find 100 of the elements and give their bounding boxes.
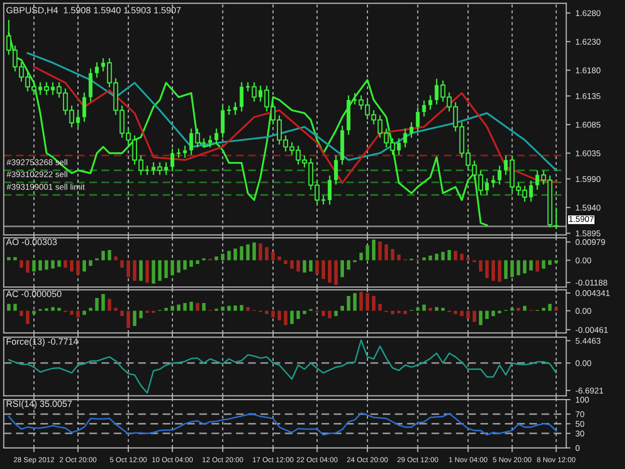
bar bbox=[145, 260, 149, 283]
bar bbox=[126, 260, 130, 278]
y-tick-label: 0.00 bbox=[576, 308, 592, 314]
y-tick-label: 0.004341 bbox=[576, 290, 610, 296]
line-series bbox=[8, 412, 557, 436]
bar bbox=[190, 260, 193, 267]
bar bbox=[246, 244, 250, 260]
candlestick bbox=[504, 154, 508, 176]
bar bbox=[441, 252, 445, 260]
y-tick-label: -0.00461 bbox=[576, 326, 608, 333]
y-tick-label: 1.6230 bbox=[576, 38, 600, 45]
bar bbox=[278, 310, 282, 320]
bar bbox=[7, 304, 11, 311]
bar bbox=[447, 250, 451, 260]
y-tick-label: 0.00979 bbox=[576, 239, 606, 246]
bar bbox=[26, 310, 30, 324]
ref-line-label: 1.5907 bbox=[569, 216, 594, 222]
candlestick bbox=[428, 94, 432, 110]
candlestick bbox=[328, 174, 332, 206]
candlestick bbox=[334, 154, 338, 186]
candlestick bbox=[240, 82, 244, 112]
bar bbox=[478, 310, 482, 326]
bar bbox=[271, 310, 275, 318]
bar bbox=[214, 256, 218, 260]
bar bbox=[390, 310, 394, 314]
bar bbox=[434, 307, 438, 311]
bar bbox=[397, 254, 401, 260]
bar bbox=[70, 260, 74, 272]
bar bbox=[240, 246, 244, 260]
bar bbox=[554, 260, 558, 264]
candlestick bbox=[101, 58, 106, 72]
candlestick bbox=[233, 102, 238, 116]
bar bbox=[390, 249, 394, 260]
bar bbox=[252, 242, 256, 260]
bar bbox=[234, 305, 238, 311]
candlestick bbox=[220, 105, 225, 138]
y-tick-label: 1.6085 bbox=[576, 122, 600, 128]
candlestick bbox=[170, 148, 174, 172]
y-tick-label: 30 bbox=[576, 430, 584, 437]
candlestick bbox=[195, 128, 200, 148]
bar bbox=[139, 310, 143, 318]
bar bbox=[32, 310, 36, 314]
bar bbox=[120, 260, 124, 268]
bar bbox=[202, 302, 206, 311]
bar bbox=[70, 310, 74, 315]
bar bbox=[498, 310, 502, 314]
bar bbox=[183, 302, 187, 311]
candlestick bbox=[410, 122, 414, 138]
candlestick bbox=[144, 165, 150, 176]
bar bbox=[416, 308, 420, 311]
bar bbox=[51, 260, 55, 268]
y-tick-label: 1.6135 bbox=[576, 93, 600, 100]
bar bbox=[422, 304, 426, 311]
bar bbox=[353, 293, 357, 311]
bar bbox=[315, 260, 319, 274]
bar bbox=[542, 308, 546, 311]
candlestick bbox=[82, 92, 86, 122]
bar bbox=[516, 308, 520, 311]
bar bbox=[26, 260, 30, 273]
bar bbox=[328, 260, 332, 283]
chart-title: AC -0.000050 bbox=[6, 290, 62, 298]
bar bbox=[522, 306, 526, 311]
candlestick bbox=[498, 165, 502, 186]
bar bbox=[114, 308, 118, 311]
candlestick bbox=[535, 170, 540, 190]
y-tick-label: 1.5940 bbox=[576, 204, 600, 211]
bar bbox=[460, 254, 464, 260]
candlestick bbox=[258, 85, 262, 102]
candlestick bbox=[164, 162, 168, 176]
bar bbox=[542, 260, 546, 269]
bar bbox=[114, 256, 118, 260]
bar bbox=[278, 256, 282, 260]
bar bbox=[82, 260, 86, 272]
candlestick bbox=[94, 62, 99, 78]
chart-title: GBPUSD,H4 1.5908 1.5940 1.5903 1.5907 bbox=[6, 6, 181, 14]
candlestick bbox=[416, 106, 420, 132]
y-tick-label: -0.01188 bbox=[576, 280, 608, 286]
y-tick-label: 1.6035 bbox=[576, 150, 600, 156]
bar bbox=[57, 260, 61, 267]
bar bbox=[346, 296, 350, 311]
bar bbox=[190, 302, 193, 311]
candlestick bbox=[201, 138, 206, 148]
bar bbox=[346, 260, 350, 270]
bar bbox=[504, 260, 508, 279]
bar bbox=[485, 310, 489, 320]
bar bbox=[271, 252, 275, 260]
bar bbox=[492, 310, 495, 316]
bar bbox=[126, 310, 130, 328]
bar bbox=[101, 294, 105, 311]
bar bbox=[120, 310, 124, 316]
bar bbox=[38, 260, 42, 271]
bar bbox=[258, 243, 262, 260]
bar bbox=[359, 292, 363, 311]
bar bbox=[265, 247, 268, 260]
bar bbox=[322, 310, 326, 316]
candlestick bbox=[183, 145, 187, 158]
bar bbox=[82, 310, 86, 315]
bar bbox=[296, 260, 300, 272]
bar bbox=[240, 305, 244, 311]
bar bbox=[44, 260, 48, 270]
